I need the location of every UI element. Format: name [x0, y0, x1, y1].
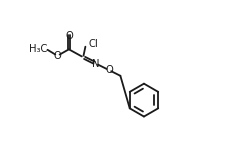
Text: Cl: Cl	[89, 39, 99, 49]
Text: N: N	[92, 59, 100, 69]
Text: O: O	[54, 51, 61, 61]
Text: O: O	[65, 31, 73, 41]
Text: H₃C: H₃C	[29, 44, 47, 54]
Text: O: O	[105, 65, 113, 75]
